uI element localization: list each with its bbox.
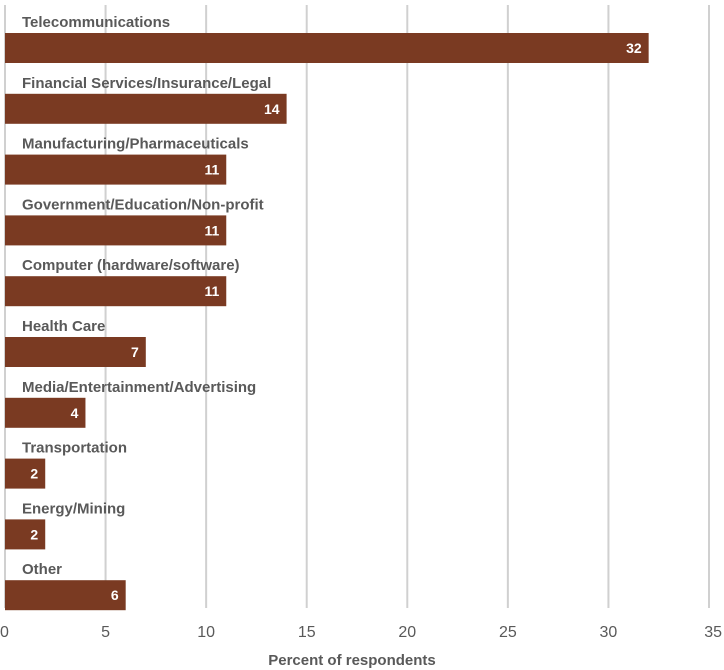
bar bbox=[5, 519, 46, 550]
category-label: Energy/Mining bbox=[22, 500, 125, 517]
data-label: 4 bbox=[71, 405, 79, 421]
category-label: Health Care bbox=[22, 318, 105, 335]
bar bbox=[5, 154, 227, 185]
bar bbox=[5, 93, 287, 124]
x-tick-label: 0 bbox=[0, 624, 9, 641]
data-label: 11 bbox=[204, 222, 219, 238]
x-tick-label: 35 bbox=[704, 624, 722, 641]
category-label: Transportation bbox=[22, 440, 127, 457]
category-label: Media/Entertainment/Advertising bbox=[22, 379, 256, 396]
x-tick-label: 20 bbox=[398, 624, 416, 641]
bar bbox=[5, 458, 46, 489]
category-label: Manufacturing/Pharmaceuticals bbox=[22, 136, 249, 153]
data-label: 32 bbox=[626, 40, 642, 56]
x-axis-ticks: 0 5 10 15 20 25 30 35 bbox=[0, 624, 722, 641]
bar bbox=[5, 397, 86, 428]
data-label: 11 bbox=[204, 283, 219, 299]
data-label: 7 bbox=[131, 344, 139, 360]
data-label: 2 bbox=[30, 466, 38, 482]
x-tick-label: 10 bbox=[197, 624, 215, 641]
category-label: Computer (hardware/software) bbox=[22, 257, 240, 274]
data-label: 2 bbox=[30, 526, 38, 542]
bar bbox=[5, 276, 227, 307]
data-label: 14 bbox=[264, 101, 280, 117]
category-label: Financial Services/Insurance/Legal bbox=[22, 75, 271, 92]
bar bbox=[5, 215, 227, 246]
bar bbox=[5, 580, 126, 611]
category-label: Telecommunications bbox=[22, 14, 170, 31]
category-label: Government/Education/Non-profit bbox=[22, 196, 264, 213]
x-tick-label: 15 bbox=[298, 624, 316, 641]
bars bbox=[5, 33, 649, 611]
x-axis-title: Percent of respondents bbox=[268, 652, 436, 669]
category-label: Other bbox=[22, 561, 62, 578]
data-label: 11 bbox=[204, 162, 219, 178]
bar bbox=[5, 33, 649, 63]
data-label: 6 bbox=[111, 587, 119, 603]
category-labels: Telecommunications Financial Services/Ins… bbox=[22, 14, 271, 578]
x-tick-label: 5 bbox=[101, 624, 110, 641]
x-tick-label: 30 bbox=[600, 624, 618, 641]
value-labels: 32 14 11 11 11 7 4 2 2 6 bbox=[30, 40, 641, 603]
bar bbox=[5, 337, 146, 367]
x-tick-label: 25 bbox=[499, 624, 517, 641]
